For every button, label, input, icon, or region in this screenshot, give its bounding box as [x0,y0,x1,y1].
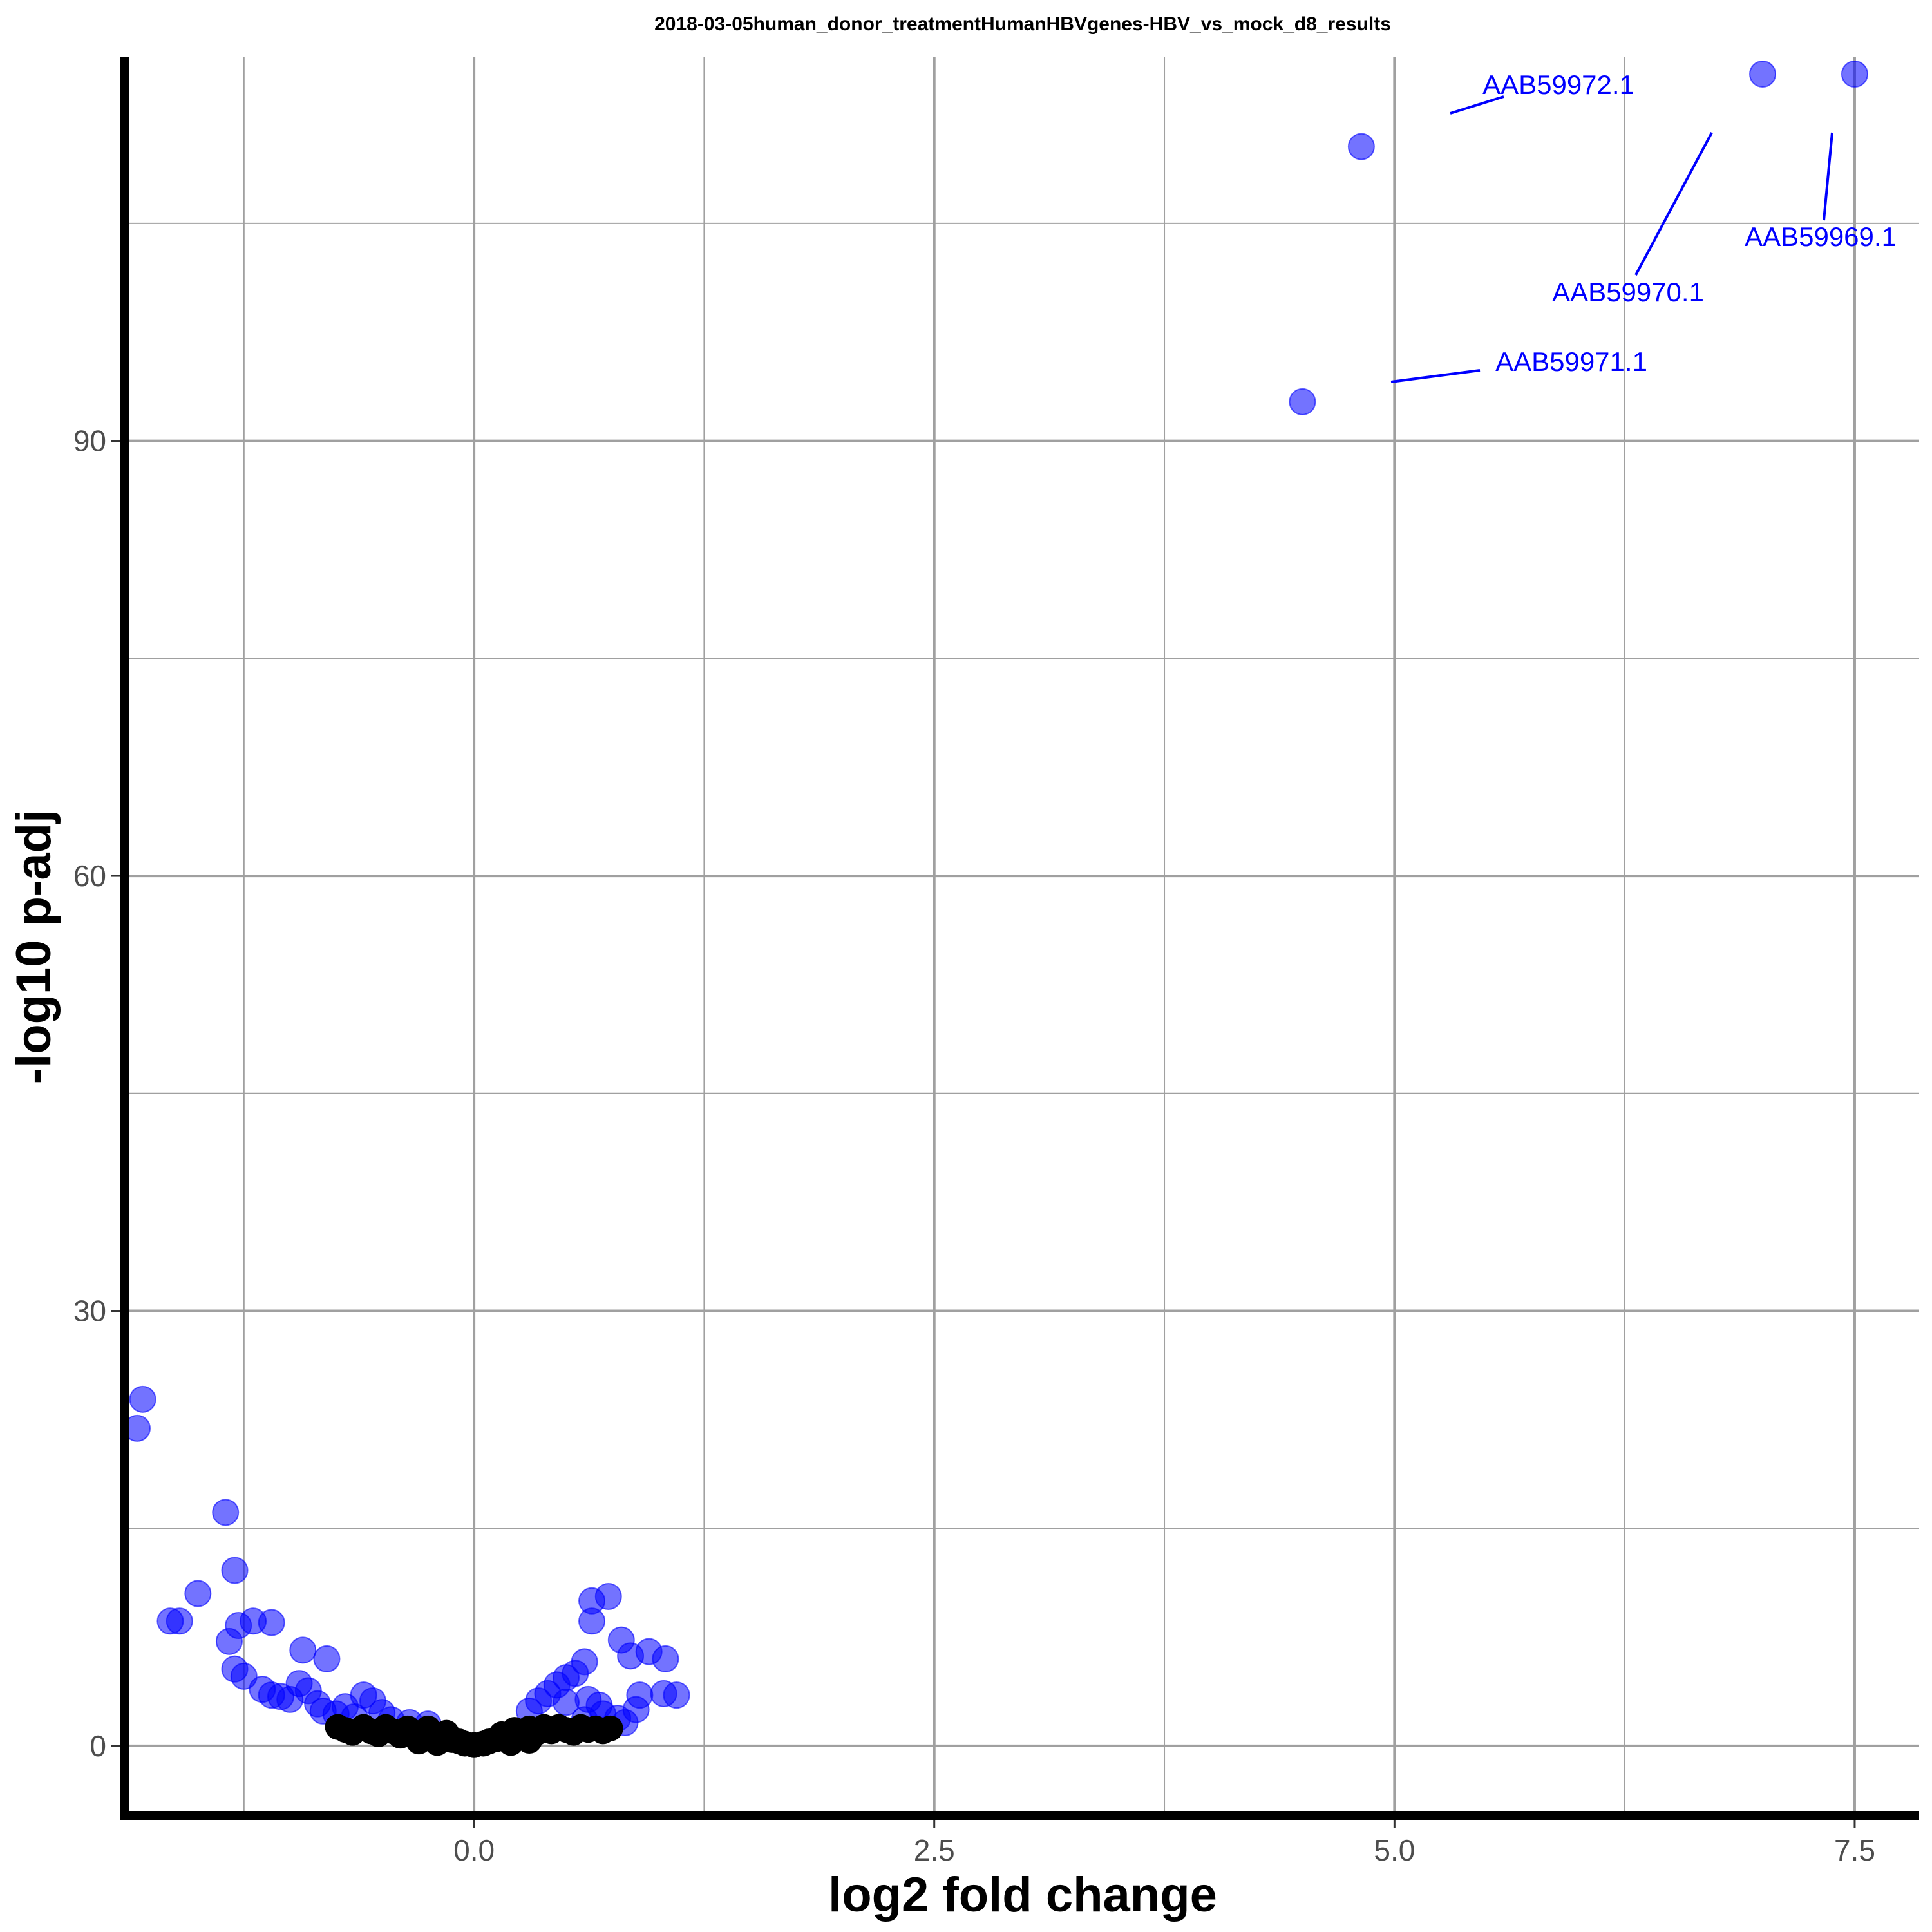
x-tick-label: 2.5 [914,1833,955,1867]
gene-annotations: AAB59972.1 AAB59969.1 AAB59970.1 AAB59971.1 [1390,70,1897,383]
x-tick-label: 0.0 [453,1833,495,1867]
data-point-significant [1841,61,1868,88]
data-point-significant [1749,61,1777,88]
y-tick-label: 30 [73,1294,106,1327]
data-point-significant [276,1685,304,1713]
data-point-significant [215,1627,243,1655]
annotation-label: AAB59972.1 [1482,70,1634,100]
y-tick-label: 90 [73,424,106,458]
data-point-significant [663,1681,690,1709]
data-point-significant [184,1580,212,1607]
data-point-significant [652,1645,679,1672]
chart-title: 2018-03-05human_donor_treatmentHumanHBVg… [654,14,1391,35]
annotation-leader-line [1390,369,1481,383]
major-gridlines [124,57,1919,1815]
data-point-significant [578,1607,606,1635]
data-point-significant [289,1636,317,1664]
y-axis-title: -log10 p-adj [6,810,61,1084]
data-point-not-significant [406,1728,432,1755]
annotation-leader-line [1823,132,1833,221]
x-axis-title: log2 fold change [828,1868,1217,1922]
data-point-significant [258,1609,285,1636]
data-point-significant [129,1385,156,1413]
data-point-significant [313,1645,341,1672]
x-axis-ticks: 0.0 2.5 5.0 7.5 [453,1820,1875,1867]
data-point-not-significant [516,1728,542,1754]
annotation-label: AAB59971.1 [1495,346,1647,377]
y-tick-label: 0 [90,1729,106,1763]
y-tick-label: 60 [73,859,106,893]
annotation-label: AAB59969.1 [1745,222,1897,252]
x-tick-label: 5.0 [1374,1833,1415,1867]
x-tick-label: 7.5 [1834,1833,1875,1867]
data-point-significant [221,1557,249,1584]
minor-gridlines [124,57,1919,1815]
y-axis-ticks: 0 30 60 90 [73,424,120,1763]
non-significant-points [325,1714,623,1758]
annotation-label: AAB59970.1 [1552,277,1704,307]
data-point-significant [1289,388,1316,415]
annotation-leader-line [1634,132,1713,276]
data-point-significant [156,1607,184,1635]
data-point-significant [212,1499,240,1526]
data-point-significant [1347,133,1375,160]
data-point-significant [230,1662,258,1690]
data-point-not-significant [597,1715,623,1741]
annotation-leader-line [1450,95,1504,115]
data-point-not-significant [424,1730,450,1756]
